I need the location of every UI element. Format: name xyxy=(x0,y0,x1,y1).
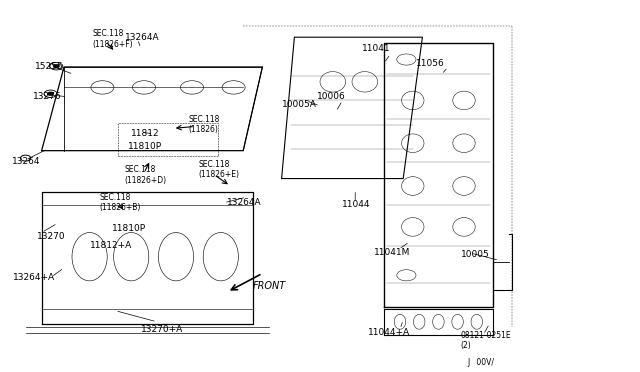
Text: 11810P: 11810P xyxy=(128,142,162,151)
Text: 15255: 15255 xyxy=(35,62,64,71)
Text: SEC.118
(11826+F): SEC.118 (11826+F) xyxy=(93,29,133,49)
Text: 10005A: 10005A xyxy=(282,100,316,109)
Text: 13264: 13264 xyxy=(12,157,40,166)
Text: 11041M: 11041M xyxy=(374,248,411,257)
Text: 13264A: 13264A xyxy=(227,198,262,207)
Text: SEC.118
(11826): SEC.118 (11826) xyxy=(189,115,220,134)
Text: 10006: 10006 xyxy=(317,92,346,101)
Text: SEC.118
(11826+B): SEC.118 (11826+B) xyxy=(99,193,141,212)
Text: 11812: 11812 xyxy=(131,129,160,138)
Text: 08121-0251E
(2): 08121-0251E (2) xyxy=(461,331,511,350)
Text: SEC.118
(11826+E): SEC.118 (11826+E) xyxy=(198,160,239,179)
Text: 11041: 11041 xyxy=(362,44,390,53)
Bar xyxy=(118,123,218,156)
Circle shape xyxy=(49,63,60,69)
Circle shape xyxy=(44,91,54,97)
Circle shape xyxy=(50,62,63,70)
Circle shape xyxy=(47,92,54,96)
Circle shape xyxy=(20,155,31,161)
Text: J   00V/: J 00V/ xyxy=(467,358,494,367)
Text: 11810P: 11810P xyxy=(112,224,146,233)
Circle shape xyxy=(53,64,60,68)
Text: SEC.118
(11826+D): SEC.118 (11826+D) xyxy=(125,165,167,185)
Text: 13270+A: 13270+A xyxy=(141,325,183,334)
Text: 11812+A: 11812+A xyxy=(90,241,132,250)
Text: 13270: 13270 xyxy=(37,232,66,241)
Text: 11044+A: 11044+A xyxy=(368,328,410,337)
Text: 13264+A: 13264+A xyxy=(13,273,55,282)
Text: 13264A: 13264A xyxy=(125,33,159,42)
Text: 10005: 10005 xyxy=(461,250,490,259)
Text: FRONT: FRONT xyxy=(253,282,286,291)
Circle shape xyxy=(44,90,57,97)
Text: 11056: 11056 xyxy=(416,59,445,68)
Text: 13276: 13276 xyxy=(33,92,62,101)
Text: 11044: 11044 xyxy=(342,200,371,209)
